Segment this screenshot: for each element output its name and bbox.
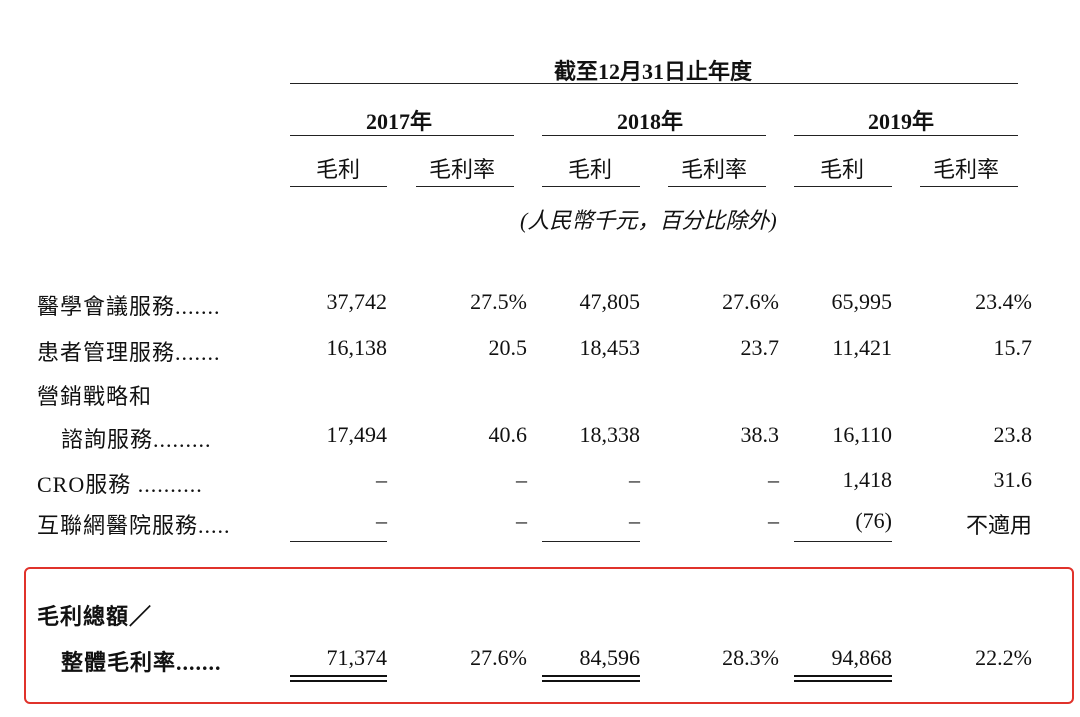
cell-row4-margin-2019: 不適用: [965, 513, 1032, 538]
cell-row4-gp-2019: (76): [855, 508, 892, 533]
sub-rule-6: [920, 186, 1018, 187]
cell-total-margin-2017: 27.6%: [470, 645, 527, 670]
cell-row2-gp-2017: 17,494: [326, 422, 388, 447]
cell-row3-gp-2018: –: [629, 467, 640, 492]
sub-rule-3: [542, 186, 640, 187]
cell-total-margin-2019: 22.2%: [975, 645, 1032, 670]
cell-total-gp-2019: 94,868: [831, 645, 893, 670]
cell-row1-gp-2017: 16,138: [326, 335, 388, 360]
row-label-marketing-strategy: 營銷戰略和: [37, 384, 153, 409]
row-label-consulting: 諮詢服務.........: [61, 427, 212, 452]
cell-row0-margin-2017: 27.5%: [470, 289, 527, 314]
cell-row0-gp-2017: 37,742: [326, 289, 388, 314]
year-2018: 2018年: [617, 109, 684, 134]
row-label-internet-hospital: 互聯網醫院服務.....: [37, 513, 231, 538]
cell-row3-margin-2019: 31.6: [993, 467, 1033, 492]
col-gross-profit-2019: 毛利: [820, 157, 865, 182]
sub-rule-2: [416, 186, 514, 187]
sub-rule-1: [290, 186, 387, 187]
total-double-rule-3: [794, 675, 892, 682]
row-label-patient-management: 患者管理服務.......: [37, 340, 221, 365]
subtotal-rule-3: [794, 541, 892, 542]
total-double-rule-1: [290, 675, 387, 682]
subtotal-rule-1: [290, 541, 387, 542]
year-2017: 2017年: [366, 109, 433, 134]
subtotal-rule-2: [542, 541, 640, 542]
period-title: 截至12月31日止年度: [554, 59, 753, 84]
cell-row4-margin-2017: –: [516, 508, 527, 533]
col-margin-2018: 毛利率: [681, 157, 748, 182]
cell-row1-gp-2018: 18,453: [579, 335, 641, 360]
cell-row4-margin-2018: –: [768, 508, 779, 533]
cell-row1-margin-2019: 15.7: [993, 335, 1033, 360]
cell-row1-gp-2019: 11,421: [832, 335, 892, 360]
row-label-medical-conference: 醫學會議服務.......: [37, 294, 221, 319]
cell-row2-margin-2018: 38.3: [740, 422, 780, 447]
cell-total-gp-2018: 84,596: [579, 645, 641, 670]
cell-row3-gp-2019: 1,418: [842, 467, 893, 492]
cell-row1-margin-2018: 23.7: [740, 335, 780, 360]
col-gross-profit-2017: 毛利: [316, 157, 361, 182]
cell-row2-margin-2019: 23.8: [993, 422, 1033, 447]
year-rule-2019: [794, 135, 1018, 136]
cell-row3-gp-2017: –: [376, 467, 387, 492]
cell-row2-margin-2017: 40.6: [488, 422, 528, 447]
cell-row2-gp-2018: 18,338: [579, 422, 641, 447]
cell-total-margin-2018: 28.3%: [722, 645, 779, 670]
sub-rule-5: [794, 186, 892, 187]
cell-row1-margin-2017: 20.5: [488, 335, 528, 360]
row-label-cro: CRO服務 ..........: [37, 472, 203, 497]
cell-row0-margin-2018: 27.6%: [722, 289, 779, 314]
cell-row2-gp-2019: 16,110: [832, 422, 892, 447]
total-highlight-box: [24, 567, 1074, 704]
period-rule: [290, 83, 1018, 84]
total-label: 毛利總額／: [37, 604, 153, 629]
year-2019: 2019年: [868, 109, 935, 134]
col-margin-2017: 毛利率: [429, 157, 496, 182]
total-double-rule-2: [542, 675, 640, 682]
year-rule-2017: [290, 135, 514, 136]
unit-note: (人民幣千元，百分比除外): [520, 208, 777, 233]
cell-row3-margin-2018: –: [768, 467, 779, 492]
cell-row0-margin-2019: 23.4%: [975, 289, 1032, 314]
col-margin-2019: 毛利率: [933, 157, 1000, 182]
col-gross-profit-2018: 毛利: [568, 157, 613, 182]
cell-row0-gp-2019: 65,995: [831, 289, 893, 314]
cell-row3-margin-2017: –: [516, 467, 527, 492]
year-rule-2018: [542, 135, 766, 136]
total-label-2: 整體毛利率.......: [61, 650, 222, 675]
cell-row0-gp-2018: 47,805: [579, 289, 641, 314]
sub-rule-4: [668, 186, 766, 187]
cell-row4-gp-2018: –: [629, 508, 640, 533]
cell-row4-gp-2017: –: [376, 508, 387, 533]
cell-total-gp-2017: 71,374: [326, 645, 388, 670]
